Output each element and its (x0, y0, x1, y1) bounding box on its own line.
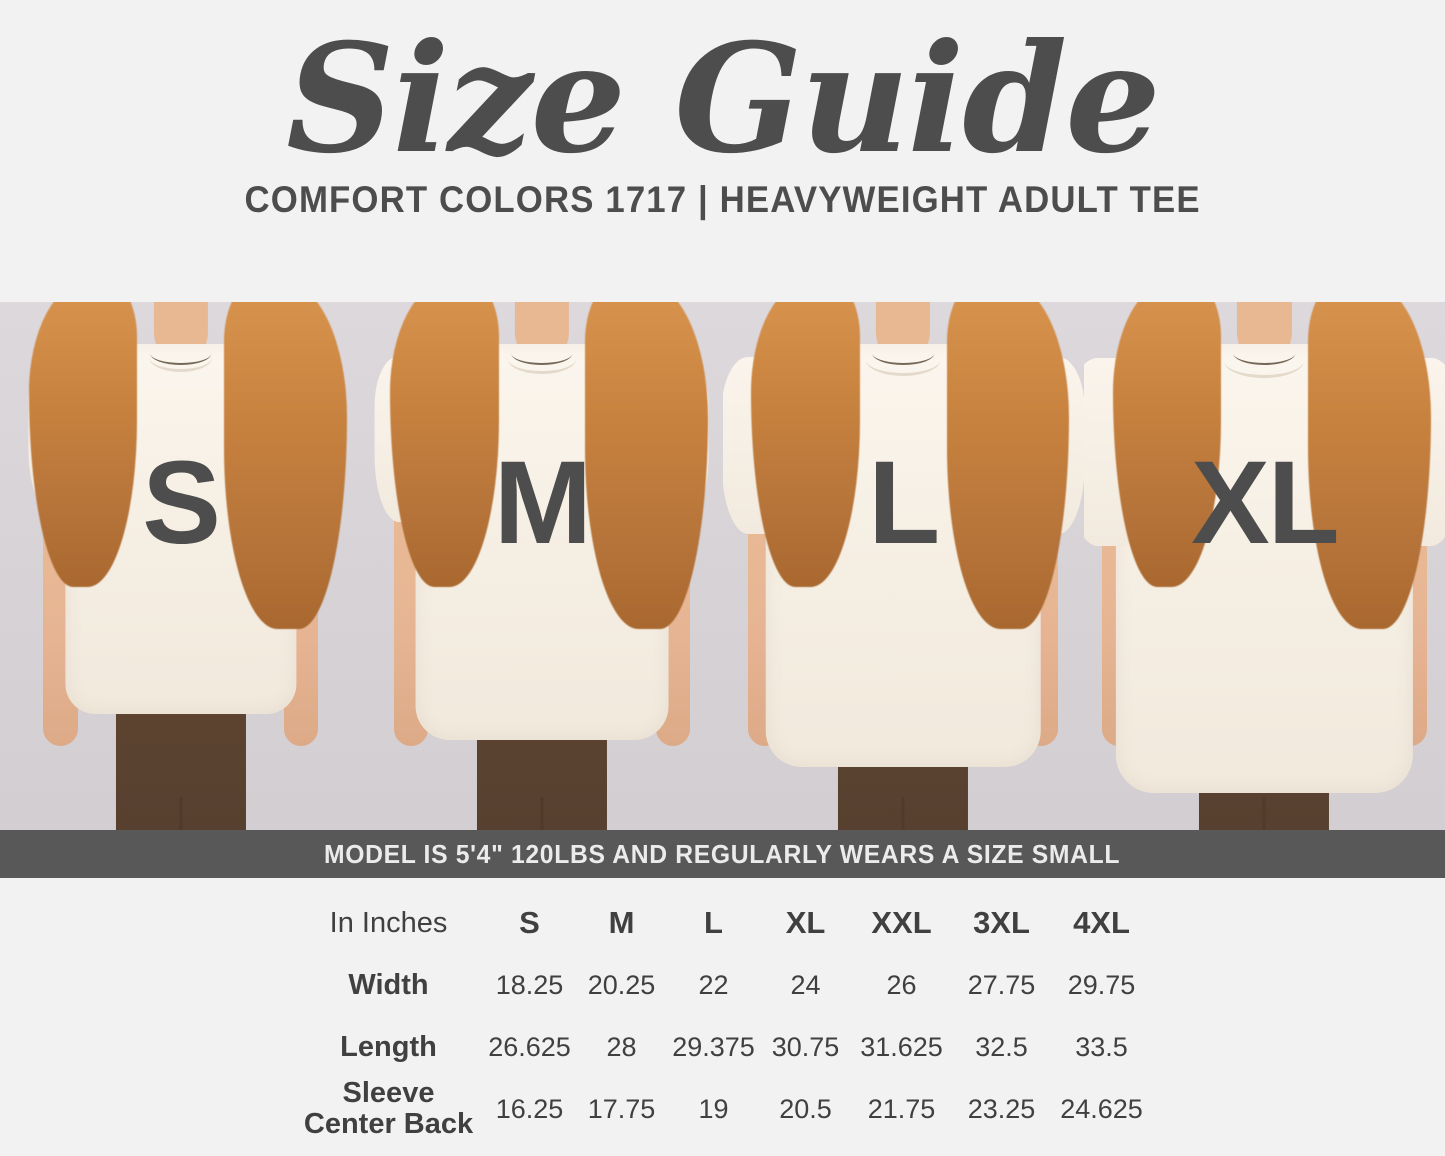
model-info-banner: MODEL IS 5'4" 120LBS AND REGULARLY WEARS… (0, 830, 1445, 878)
size-table-body: Width 18.25 20.25 22 24 26 27.75 29.75 L… (294, 954, 1152, 1141)
model-hair-left (390, 302, 499, 588)
model-photo-panel-m: M (361, 302, 723, 830)
size-letter-xl: XL (1190, 436, 1340, 569)
row-label-length: Length (340, 1030, 437, 1063)
column-header-m: M (608, 905, 635, 940)
sleeve-4xl: 24.625 (1060, 1093, 1143, 1124)
model-necklace (149, 342, 212, 365)
model-info-text: MODEL IS 5'4" 120LBS AND REGULARLY WEARS… (324, 838, 1121, 869)
leg-divider (1262, 797, 1266, 830)
shirt-collar (1224, 343, 1305, 378)
model-hair-right (1307, 302, 1431, 630)
model-photo-strip: S M (0, 302, 1445, 830)
column-header-s: S (519, 905, 540, 940)
model-necklace (1233, 342, 1296, 365)
sleeve-l: 19 (698, 1093, 729, 1124)
length-l: 29.375 (672, 1031, 755, 1062)
sleeve-s: 16.25 (495, 1093, 564, 1124)
length-xl: 30.75 (771, 1031, 840, 1062)
size-letter-s: S (142, 436, 221, 569)
width-xxl: 26 (886, 969, 917, 1000)
page-subtitle: COMFORT COLORS 1717 | HEAVYWEIGHT ADULT … (244, 179, 1201, 220)
width-m: 20.25 (587, 969, 656, 1000)
size-table: In Inches S M L XL XXL 3XL 4XL Width 18.… (294, 892, 1152, 1141)
model-hair-left (751, 302, 860, 588)
model-leggings (115, 692, 246, 830)
sleeve-xl: 20.5 (779, 1093, 832, 1124)
row-label-width: Width (348, 968, 429, 1001)
model-photo-panel-s: S (0, 302, 362, 830)
row-label-sleeve-line1: Sleeve (342, 1077, 435, 1109)
row-label-sleeve-line2: Center Back (303, 1108, 474, 1141)
column-header-xl: XL (785, 905, 826, 940)
size-table-head: In Inches S M L XL XXL 3XL 4XL (294, 892, 1152, 954)
width-xl: 24 (790, 969, 821, 1000)
column-header-4xl: 4XL (1073, 905, 1130, 940)
sleeve-xxl: 21.75 (867, 1093, 936, 1124)
shirt-collar (149, 343, 212, 373)
model-photo-panel-l: L (722, 302, 1084, 830)
row-label-sleeve: Sleeve Center Back (294, 1077, 484, 1141)
model-hair-left (1112, 302, 1222, 588)
width-s: 18.25 (495, 969, 564, 1000)
length-m: 28 (606, 1031, 637, 1062)
width-3xl: 27.75 (967, 969, 1036, 1000)
model-necklace (511, 342, 573, 365)
sleeve-3xl: 23.25 (967, 1093, 1036, 1124)
model-hair-right (585, 302, 709, 630)
model-photo-panel-xl: XL (1083, 302, 1445, 830)
length-4xl: 33.5 (1075, 1031, 1128, 1062)
width-l: 22 (698, 969, 729, 1000)
leg-divider (540, 797, 544, 830)
size-letter-l: L (868, 436, 940, 569)
model-hair-right (224, 302, 347, 630)
model-hair-left (28, 302, 138, 588)
length-xxl: 31.625 (860, 1031, 943, 1062)
shirt-collar (507, 343, 577, 374)
table-header-row: In Inches S M L XL XXL 3XL 4XL (294, 892, 1152, 954)
column-header-3xl: 3XL (973, 905, 1030, 940)
table-row-width: Width 18.25 20.25 22 24 26 27.75 29.75 (294, 954, 1152, 1016)
length-s: 26.625 (488, 1031, 571, 1062)
header: Size Guide COMFORT COLORS 1717 | HEAVYWE… (0, 0, 1445, 302)
table-row-sleeve: Sleeve Center Back 16.25 17.75 19 20.5 2… (294, 1077, 1152, 1141)
table-row-length: Length 26.625 28 29.375 30.75 31.625 32.… (294, 1016, 1152, 1078)
column-header-l: L (704, 905, 723, 940)
leg-divider (179, 797, 183, 830)
column-header-xxl: XXL (871, 905, 932, 940)
model-necklace (872, 342, 934, 365)
size-letter-m: M (493, 436, 592, 569)
width-4xl: 29.75 (1067, 969, 1136, 1000)
sleeve-m: 17.75 (587, 1093, 656, 1124)
table-corner-label: In Inches (329, 906, 448, 939)
model-hair-right (946, 302, 1070, 630)
size-table-container: In Inches S M L XL XXL 3XL 4XL Width 18.… (0, 878, 1445, 1156)
leg-divider (901, 797, 905, 830)
shirt-collar (866, 343, 941, 376)
length-3xl: 32.5 (975, 1031, 1028, 1062)
page-title: Size Guide (286, 11, 1161, 187)
